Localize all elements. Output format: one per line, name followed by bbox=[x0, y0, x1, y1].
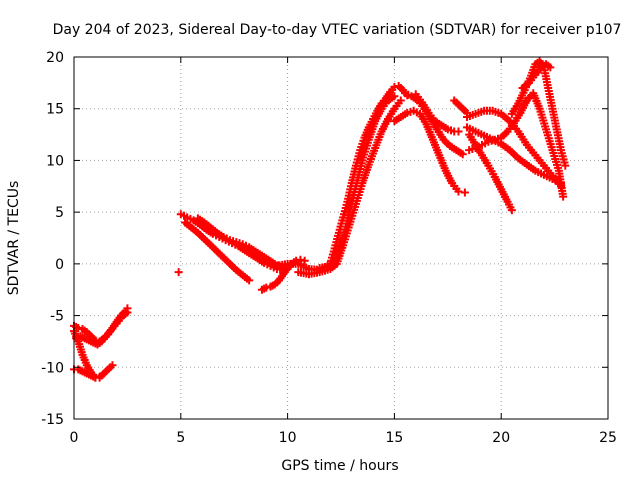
y-tick-label: 15 bbox=[46, 102, 64, 118]
axis-ticks: 0 5 10 15 20 25 -15 -10 -5 0 5 10 15 20 bbox=[41, 50, 617, 446]
data-point bbox=[458, 150, 467, 159]
data-point bbox=[262, 283, 271, 292]
data-point bbox=[561, 161, 570, 170]
data-point bbox=[300, 256, 309, 265]
data-point bbox=[507, 206, 516, 215]
chart-title: Day 204 of 2023, Sidereal Day-to-day VTE… bbox=[53, 22, 622, 38]
data-point bbox=[245, 276, 254, 285]
plot-frame bbox=[73, 56, 609, 420]
data-point bbox=[546, 63, 555, 72]
data-points bbox=[70, 57, 570, 382]
data-point bbox=[559, 192, 568, 201]
x-tick-label: 0 bbox=[70, 430, 79, 446]
series-arc-19 bbox=[465, 89, 568, 201]
series-arc-18 bbox=[465, 130, 516, 215]
data-point bbox=[454, 187, 463, 196]
x-axis-label: GPS time / hours bbox=[281, 458, 398, 474]
data-point bbox=[74, 323, 83, 332]
series-arc-4 bbox=[72, 308, 132, 349]
series-arc-11 bbox=[315, 92, 399, 272]
data-point bbox=[454, 127, 463, 136]
series-arc-6 bbox=[181, 218, 254, 285]
x-tick-label: 25 bbox=[599, 430, 617, 446]
series-arc-3 bbox=[70, 365, 104, 382]
series-arc-21 bbox=[518, 60, 555, 93]
y-tick-label: 5 bbox=[55, 205, 64, 221]
data-point bbox=[95, 372, 104, 381]
x-tick-label: 15 bbox=[385, 430, 403, 446]
data-point bbox=[91, 373, 100, 382]
data-point bbox=[174, 268, 183, 277]
y-tick-label: 0 bbox=[55, 257, 64, 273]
series-point-b bbox=[460, 188, 469, 197]
y-tick-label: -5 bbox=[50, 309, 64, 325]
y-tick-label: -10 bbox=[41, 360, 64, 376]
data-point bbox=[390, 82, 399, 91]
x-tick-label: 10 bbox=[279, 430, 297, 446]
series-arc-8 bbox=[257, 255, 309, 294]
y-tick-label: -15 bbox=[41, 412, 64, 428]
x-tick-label: 20 bbox=[492, 430, 510, 446]
series-point-a bbox=[174, 268, 183, 277]
y-axis-label: SDTVAR / TECUs bbox=[6, 181, 22, 296]
data-point bbox=[396, 96, 405, 105]
data-point bbox=[108, 361, 117, 370]
y-tick-label: 20 bbox=[46, 50, 64, 66]
series-arc-14 bbox=[411, 90, 463, 136]
x-tick-label: 5 bbox=[176, 430, 185, 446]
y-tick-label: 10 bbox=[46, 153, 64, 169]
series-arc-12 bbox=[390, 106, 463, 196]
data-point bbox=[460, 188, 469, 197]
data-point bbox=[390, 92, 399, 101]
data-point bbox=[123, 308, 132, 317]
